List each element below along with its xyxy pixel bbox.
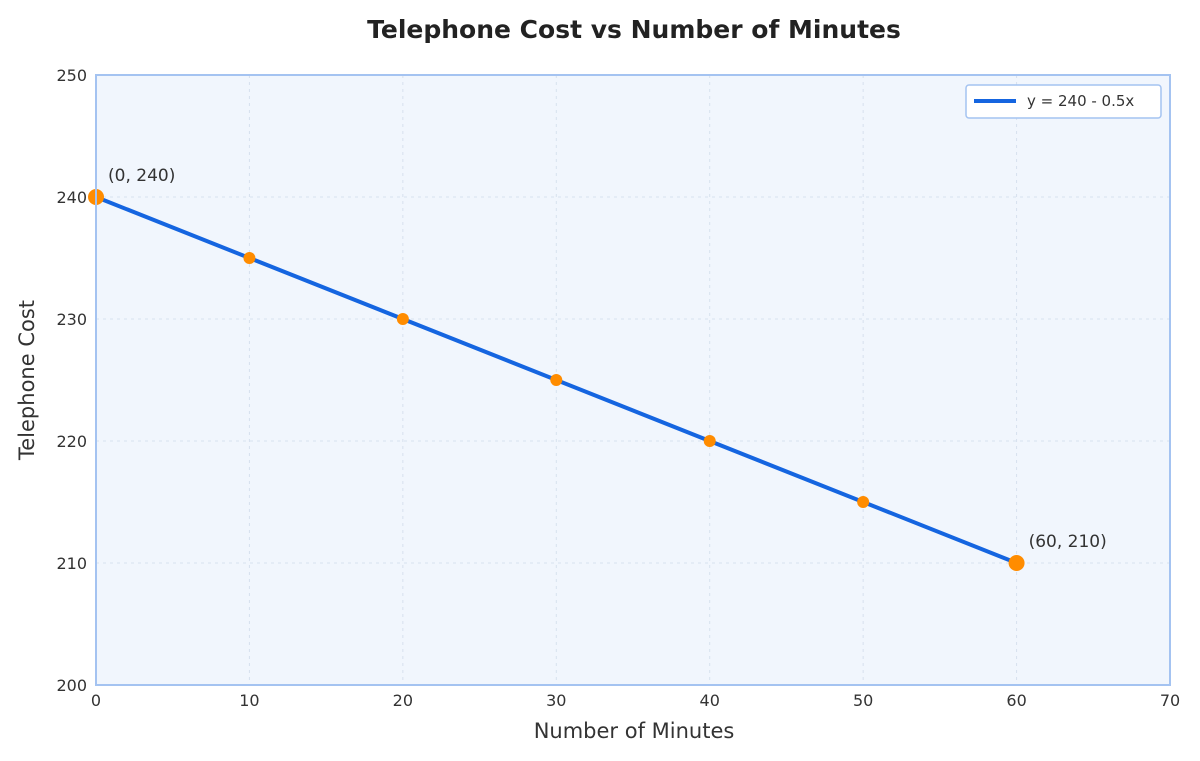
x-tick-label: 30 <box>546 691 566 710</box>
data-point <box>703 435 716 447</box>
y-tick-label: 200 <box>56 676 87 695</box>
data-point <box>396 313 409 325</box>
endpoint-marker <box>1008 555 1025 571</box>
data-point <box>857 496 870 508</box>
y-tick-label: 220 <box>56 432 87 451</box>
y-tick-label: 210 <box>56 554 87 573</box>
y-tick-label: 230 <box>56 310 87 329</box>
y-axis-ticks: 200 210 220 230 240 250 <box>56 66 87 695</box>
y-tick-label: 240 <box>56 188 87 207</box>
x-axis-label: Number of Minutes <box>534 719 735 743</box>
legend: y = 240 - 0.5x <box>965 84 1162 119</box>
annotation-layer: (0, 240) (60, 210) <box>108 166 1107 552</box>
chart-title: Telephone Cost vs Number of Minutes <box>367 15 901 44</box>
legend-box <box>965 84 1162 119</box>
x-axis-ticks: 0 10 20 30 40 50 60 70 <box>91 691 1180 710</box>
x-tick-label: 10 <box>239 691 259 710</box>
data-point <box>550 374 563 386</box>
point-annotation: (60, 210) <box>1029 532 1107 552</box>
plot-area <box>96 75 1170 685</box>
plot-frame <box>95 74 1171 686</box>
x-tick-label: 50 <box>853 691 873 710</box>
x-tick-label: 40 <box>700 691 720 710</box>
y-tick-label: 250 <box>56 66 87 85</box>
x-tick-label: 0 <box>91 691 101 710</box>
y-axis-label: Telephone Cost <box>15 300 39 461</box>
x-tick-label: 60 <box>1006 691 1026 710</box>
data-point <box>243 252 256 264</box>
x-tick-label: 70 <box>1160 691 1180 710</box>
legend-label: y = 240 - 0.5x <box>1027 92 1134 110</box>
point-annotation: (0, 240) <box>108 166 175 186</box>
x-tick-label: 20 <box>393 691 413 710</box>
